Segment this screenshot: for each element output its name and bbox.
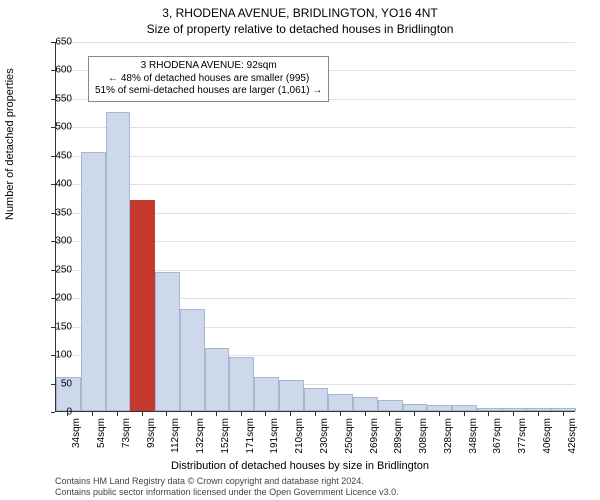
xtick-mark (191, 412, 192, 416)
xtick-label: 426sqm (567, 418, 578, 468)
xtick-label: 250sqm (344, 418, 355, 468)
ytick-label: 650 (32, 37, 72, 48)
ytick-label: 550 (32, 93, 72, 104)
xtick-mark (67, 412, 68, 416)
xtick-label: 210sqm (294, 418, 305, 468)
xtick-label: 54sqm (96, 418, 107, 468)
bar (304, 388, 329, 411)
ytick-label: 450 (32, 150, 72, 161)
footnote-line2: Contains public sector information licen… (55, 487, 399, 498)
bar (526, 408, 551, 411)
chart-title-desc: Size of property relative to detached ho… (0, 22, 600, 36)
xtick-label: 132sqm (195, 418, 206, 468)
xtick-label: 93sqm (146, 418, 157, 468)
xtick-mark (389, 412, 390, 416)
ytick-label: 500 (32, 122, 72, 133)
xtick-label: 73sqm (121, 418, 132, 468)
ytick-label: 50 (32, 378, 72, 389)
bar (353, 397, 378, 411)
xtick-label: 152sqm (220, 418, 231, 468)
xtick-mark (365, 412, 366, 416)
xtick-label: 328sqm (443, 418, 454, 468)
xtick-mark (290, 412, 291, 416)
xtick-mark (216, 412, 217, 416)
ytick-label: 100 (32, 350, 72, 361)
ytick-label: 300 (32, 236, 72, 247)
xtick-label: 406sqm (542, 418, 553, 468)
ytick-label: 400 (32, 179, 72, 190)
bar (279, 380, 304, 411)
xtick-mark (538, 412, 539, 416)
xtick-label: 34sqm (71, 418, 82, 468)
xtick-label: 269sqm (369, 418, 380, 468)
bar (130, 200, 155, 411)
xtick-mark (340, 412, 341, 416)
annotation-box: 3 RHODENA AVENUE: 92sqm ← 48% of detache… (88, 56, 329, 102)
gridline (56, 127, 575, 128)
xtick-mark (563, 412, 564, 416)
ytick-label: 150 (32, 321, 72, 332)
xtick-label: 171sqm (245, 418, 256, 468)
xtick-mark (414, 412, 415, 416)
xtick-label: 348sqm (468, 418, 479, 468)
y-axis-label: Number of detached properties (4, 68, 16, 220)
xtick-mark (92, 412, 93, 416)
bar (403, 404, 428, 411)
xtick-mark (315, 412, 316, 416)
gridline (56, 42, 575, 43)
bar (328, 394, 353, 411)
bar (229, 357, 254, 411)
gridline (56, 184, 575, 185)
xtick-label: 191sqm (269, 418, 280, 468)
chart-title-address: 3, RHODENA AVENUE, BRIDLINGTON, YO16 4NT (0, 6, 600, 20)
ytick-label: 250 (32, 264, 72, 275)
xtick-mark (166, 412, 167, 416)
xtick-mark (464, 412, 465, 416)
xtick-mark (241, 412, 242, 416)
annotation-line3: 51% of semi-detached houses are larger (… (95, 85, 322, 98)
xtick-mark (265, 412, 266, 416)
xtick-label: 367sqm (492, 418, 503, 468)
bar (81, 152, 106, 411)
bar (378, 400, 403, 411)
footnote-line1: Contains HM Land Registry data © Crown c… (55, 476, 399, 487)
ytick-label: 200 (32, 293, 72, 304)
bar (551, 408, 576, 411)
xtick-label: 308sqm (418, 418, 429, 468)
xtick-mark (439, 412, 440, 416)
annotation-line1: 3 RHODENA AVENUE: 92sqm (95, 60, 322, 73)
xtick-mark (488, 412, 489, 416)
xtick-label: 112sqm (170, 418, 181, 468)
bar (106, 112, 131, 411)
xtick-label: 377sqm (517, 418, 528, 468)
bar (452, 405, 477, 411)
ytick-label: 600 (32, 65, 72, 76)
bar (205, 348, 230, 411)
bar (427, 405, 452, 411)
ytick-label: 0 (32, 407, 72, 418)
xtick-mark (142, 412, 143, 416)
bar (155, 272, 180, 411)
xtick-label: 230sqm (319, 418, 330, 468)
xtick-mark (117, 412, 118, 416)
bar (180, 309, 205, 411)
xtick-label: 289sqm (393, 418, 404, 468)
bar (254, 377, 279, 411)
bar (502, 408, 527, 411)
annotation-line2: ← 48% of detached houses are smaller (99… (95, 73, 322, 86)
gridline (56, 156, 575, 157)
bar (477, 408, 502, 411)
footnote: Contains HM Land Registry data © Crown c… (55, 476, 399, 498)
ytick-label: 350 (32, 207, 72, 218)
xtick-mark (513, 412, 514, 416)
